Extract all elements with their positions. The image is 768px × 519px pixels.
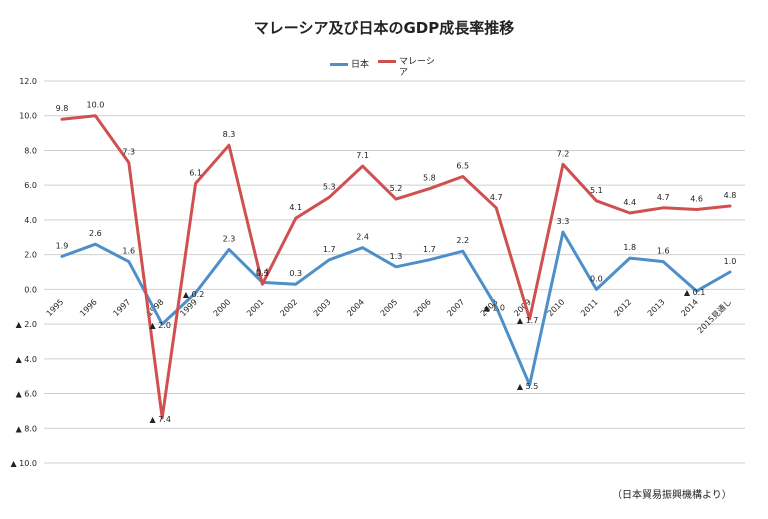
y-tick-label: ▲ 4.0: [16, 355, 37, 364]
x-tick-label: 2014: [679, 297, 700, 318]
data-label-japan: 0.4: [256, 267, 269, 276]
y-tick-label: 12.0: [19, 77, 37, 86]
data-label-malaysia: 4.1: [289, 203, 302, 212]
data-label-malaysia: 10.0: [86, 101, 104, 110]
y-axis-tick-labels: 12.0 10.0 8.0 6.0 4.0 2.0 0.0 ▲ 2.0 ▲ 4.0 ▲ 6.0 ▲ …: [10, 77, 37, 468]
data-label-malaysia: 4.6: [690, 194, 703, 203]
y-tick-label: 6.0: [24, 181, 37, 190]
data-label-malaysia: 8.3: [223, 130, 236, 139]
data-label-malaysia: 4.4: [623, 198, 636, 207]
data-label-malaysia: 9.8: [56, 104, 69, 113]
data-label-malaysia: 4.7: [657, 193, 670, 202]
legend-label-japan: 日本: [351, 60, 370, 70]
data-label-japan: 2.4: [356, 233, 369, 242]
data-label-malaysia: 4.8: [724, 191, 737, 200]
legend-swatch-malaysia: [378, 60, 396, 63]
x-tick-label: 2005: [379, 297, 400, 318]
data-label-japan: 1.7: [323, 245, 336, 254]
data-label-japan: 0.3: [289, 269, 302, 278]
data-label-japan: 1.6: [657, 247, 670, 256]
x-tick-label: 1996: [78, 297, 99, 318]
data-label-malaysia: 5.2: [390, 184, 403, 193]
data-label-malaysia: 7.1: [356, 151, 369, 160]
data-label-japan: 3.3: [557, 217, 570, 226]
legend-item-japan: 日本: [330, 57, 369, 70]
data-label-malaysia: 6.5: [456, 162, 469, 171]
data-label-japan: 2.3: [223, 234, 236, 243]
x-tick-label: 2011: [579, 297, 600, 318]
y-tick-label: 10.0: [19, 112, 37, 121]
series-line-japan: [60, 230, 732, 387]
data-label-malaysia: 0.3: [256, 269, 269, 278]
x-tick-label: 2000: [212, 297, 233, 318]
data-label-japan: ▲ 1.0: [483, 304, 504, 313]
source-note: （日本貿易振興機構より）: [612, 490, 732, 501]
x-tick-label: 2002: [278, 297, 299, 318]
data-label-japan: 2.2: [456, 236, 469, 245]
x-tick-label: 2012: [612, 297, 633, 318]
grid-lines: [44, 80, 745, 464]
data-label-japan: 0.0: [590, 274, 603, 283]
data-label-malaysia: 7.3: [122, 148, 135, 157]
data-label-japan: ▲ 0.1: [684, 288, 705, 297]
x-tick-label: 2001: [245, 297, 266, 318]
y-tick-label: ▲ 2.0: [16, 320, 37, 329]
x-tick-label: 2006: [412, 297, 433, 318]
x-tick-label: 2013: [646, 297, 667, 318]
y-tick-label: ▲ 8.0: [16, 424, 37, 433]
series-line-malaysia: [60, 114, 732, 420]
data-label-japan: ▲ 2.0: [149, 321, 170, 330]
data-label-japan: 1.0: [724, 257, 737, 266]
x-tick-label: 2007: [445, 297, 466, 318]
chart-title: マレーシア及び日本のGDP成長率推移: [253, 19, 515, 37]
data-label-japan: 1.7: [423, 245, 436, 254]
data-label-malaysia: 4.7: [490, 193, 503, 202]
data-label-japan: 1.8: [623, 243, 636, 252]
data-label-malaysia: 6.1: [189, 168, 202, 177]
y-tick-label: ▲ 6.0: [16, 390, 37, 399]
data-label-malaysia: 5.1: [590, 186, 603, 195]
x-tick-label: 2003: [312, 297, 333, 318]
y-tick-label: 2.0: [24, 251, 37, 260]
y-tick-label: 8.0: [24, 146, 37, 155]
data-label-japan: ▲ 5.5: [517, 382, 538, 391]
data-label-malaysia: ▲ 1.7: [517, 316, 538, 325]
data-label-malaysia: ▲ 7.4: [149, 415, 170, 424]
legend-item-malaysia: マレーシア: [378, 57, 437, 79]
y-tick-label: ▲ 10.0: [10, 459, 37, 468]
data-label-japan: ▲ 0.2: [183, 290, 204, 299]
series-lines: [60, 114, 732, 420]
data-labels: 1.92.61.6▲ 2.0▲ 0.22.30.4 0.31.72.41.31.7…: [56, 101, 737, 424]
legend-swatch-japan: [330, 63, 348, 66]
data-label-malaysia: 5.3: [323, 182, 336, 191]
data-label-malaysia: 7.2: [557, 149, 570, 158]
y-tick-label: 0.0: [24, 285, 37, 294]
y-tick-label: 4.0: [24, 216, 37, 225]
data-label-japan: 1.9: [56, 241, 69, 250]
x-tick-label: 1997: [111, 297, 132, 318]
x-tick-label: 1995: [45, 297, 66, 318]
legend-label-malaysia: マレーシア: [399, 57, 435, 78]
x-tick-label: 2004: [345, 297, 366, 318]
data-label-japan: 2.6: [89, 229, 102, 238]
data-label-malaysia: 5.8: [423, 174, 436, 183]
data-label-japan: 1.3: [390, 252, 403, 261]
data-label-japan: 1.6: [122, 247, 135, 256]
x-tick-label: 2015見通し: [695, 297, 733, 335]
